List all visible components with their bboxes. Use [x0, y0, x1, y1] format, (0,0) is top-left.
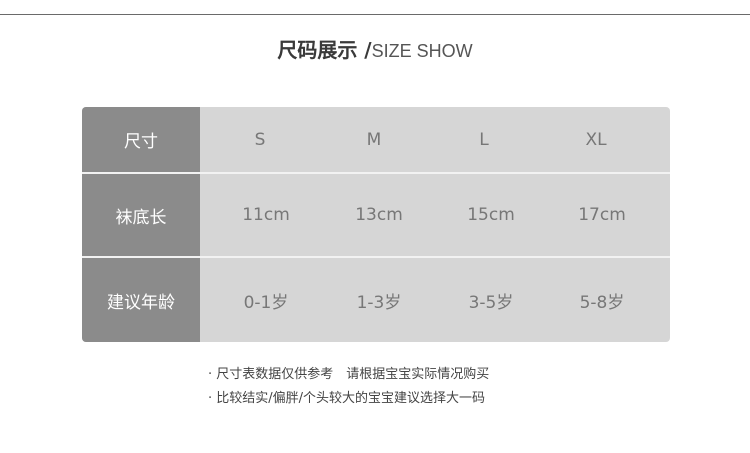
cell: XL: [585, 129, 607, 150]
cell: 3-5岁: [468, 292, 514, 313]
cell: 13cm: [355, 205, 403, 225]
note: · 尺寸表数据仅供参考 请根据宝宝实际情况购买: [208, 367, 490, 382]
header-column: [82, 107, 200, 342]
row-divider: [82, 256, 670, 258]
row-divider: [82, 172, 670, 174]
row-label: 建议年龄: [107, 292, 175, 313]
cell: 1-3岁: [356, 292, 402, 313]
row-label: 尺寸: [124, 132, 158, 152]
cell: L: [479, 129, 489, 150]
title-en: SIZE SHOW: [371, 41, 473, 61]
cell: M: [366, 129, 382, 150]
cell: 17cm: [578, 205, 626, 225]
note: · 比较结实/偏胖/个头较大的宝宝建议选择大一码: [208, 391, 486, 406]
cell: 5-8岁: [579, 292, 625, 313]
row-label: 袜底长: [115, 207, 167, 228]
table-row: 袜底长 11cm 13cm 15cm 17cm: [82, 174, 670, 256]
table-row: 尺寸 S M L XL: [82, 107, 670, 172]
page-title: 尺码展示 /SIZE SHOW: [0, 34, 750, 63]
top-divider: [0, 14, 750, 15]
cell: 0-1岁: [243, 292, 289, 313]
cell: S: [254, 129, 266, 150]
cell: 11cm: [242, 205, 290, 225]
notes: · 尺寸表数据仅供参考 请根据宝宝实际情况购买 · 比较结实/偏胖/个头较大的宝…: [208, 363, 489, 411]
size-table: 尺寸 S M L XL 袜底长 11cm 13cm 15cm 17cm 建议年龄…: [82, 107, 670, 342]
title-cn: 尺码展示 /: [277, 38, 372, 62]
cell: 15cm: [467, 205, 515, 225]
table-row: 建议年龄 0-1岁 1-3岁 3-5岁 5-8岁: [82, 258, 670, 342]
